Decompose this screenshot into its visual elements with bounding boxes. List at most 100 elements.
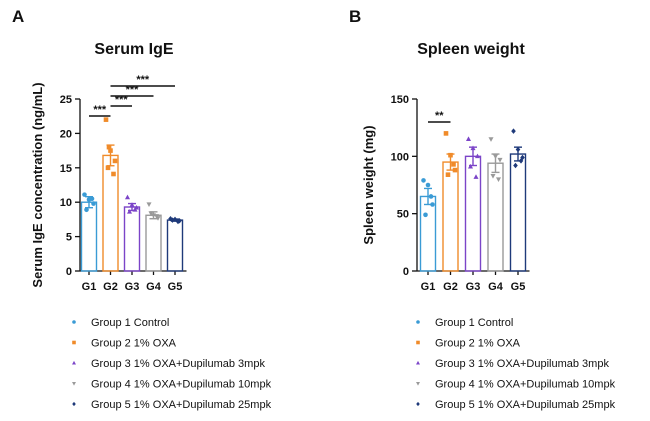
data-point: [91, 201, 96, 206]
data-point: [170, 217, 175, 223]
x-tick-label: G5: [168, 281, 183, 293]
data-point: [465, 136, 472, 141]
significance-label: ***: [93, 104, 107, 116]
legend-marker: [72, 401, 76, 407]
data-point: [497, 157, 503, 163]
data-point: [490, 173, 496, 179]
data-point: [421, 178, 426, 183]
x-tick-label: G3: [466, 281, 481, 293]
y-axis-title: Serum IgE concentration (ng/mL): [30, 82, 45, 287]
data-point: [520, 154, 525, 161]
data-point: [111, 171, 116, 177]
data-point: [467, 163, 474, 169]
legend-marker: [416, 320, 420, 324]
data-point: [430, 202, 435, 207]
chart-panel-a: A Serum IgE Serum IgE concentration (ng/mL…: [12, 7, 187, 293]
legend-label: Group 3 1% OXA+Dupilumab 3mpk: [435, 358, 609, 370]
legend-marker: [72, 360, 76, 365]
y-tick-label: 0: [403, 266, 409, 278]
data-point: [474, 153, 481, 159]
y-tick-label: 20: [60, 128, 72, 140]
data-point: [518, 158, 524, 164]
x-tick-label: G3: [125, 281, 140, 293]
data-point: [488, 137, 494, 142]
x-tick-label: G4: [488, 281, 504, 293]
data-point: [106, 144, 112, 150]
significance-label: ***: [136, 74, 150, 86]
legend-label: Group 5 1% OXA+Dupilumab 25mpk: [435, 399, 616, 411]
data-point: [175, 218, 181, 225]
data-point: [126, 209, 133, 214]
bar: [419, 195, 437, 272]
legend-label: Group 4 1% OXA+Dupilumab 10mpk: [435, 379, 616, 391]
legend-marker: [72, 382, 76, 386]
legend-a: Group 1 Control Group 2 1% OXA Group 3 1% …: [72, 317, 272, 411]
panel-letter: B: [349, 7, 361, 26]
data-point: [473, 174, 479, 179]
legend-label: Group 2 1% OXA: [435, 338, 521, 350]
data-point: [423, 212, 428, 218]
data-point: [492, 154, 499, 160]
y-tick-label: 25: [60, 94, 72, 106]
data-point: [146, 202, 152, 208]
significance-label: **: [435, 110, 444, 122]
data-point: [452, 167, 458, 173]
x-tick-label: G5: [511, 281, 526, 293]
data-point: [112, 158, 118, 164]
y-tick-label: 100: [391, 151, 409, 163]
data-point: [495, 177, 502, 183]
chart-title: Spleen weight: [417, 41, 525, 58]
bar: [80, 201, 98, 272]
data-point: [129, 202, 135, 207]
data-point: [511, 128, 516, 134]
x-tick-label: G1: [421, 281, 436, 293]
x-tick-label: G1: [82, 281, 97, 293]
data-point: [153, 214, 160, 219]
y-tick-label: 5: [66, 232, 72, 244]
y-tick-label: 0: [66, 266, 72, 278]
bar: [442, 161, 459, 272]
y-tick-label: 15: [60, 163, 72, 175]
x-tick-label: G2: [443, 281, 458, 293]
data-point: [451, 162, 456, 167]
data-point: [448, 152, 453, 158]
data-point: [425, 182, 431, 188]
data-point: [103, 117, 109, 122]
data-point: [443, 131, 449, 136]
legend-label: Group 4 1% OXA+Dupilumab 10mpk: [91, 379, 272, 391]
data-point: [132, 207, 138, 212]
data-point: [148, 211, 154, 216]
legend-marker: [416, 340, 420, 345]
bar: [166, 219, 184, 272]
significance-label: ***: [115, 94, 129, 106]
data-point: [84, 207, 89, 213]
data-point: [515, 146, 521, 153]
data-point: [445, 172, 451, 177]
y-tick-label: 50: [397, 209, 409, 221]
data-point: [89, 196, 95, 202]
y-axis-title: Spleen weight (mg): [361, 125, 376, 244]
bar: [464, 155, 482, 272]
data-point: [513, 162, 518, 169]
legend-label: Group 3 1% OXA+Dupilumab 3mpk: [91, 358, 265, 370]
legend-label: Group 5 1% OXA+Dupilumab 25mpk: [91, 399, 272, 411]
data-point: [470, 145, 476, 151]
bar: [487, 162, 504, 272]
legend-marker: [72, 320, 76, 324]
data-point: [108, 148, 113, 153]
legend-marker: [416, 360, 420, 365]
chart-panel-b: B Spleen weight Spleen weight (mg) 0 50 100 15…: [349, 7, 530, 293]
data-point: [82, 192, 87, 197]
legend-label: Group 2 1% OXA: [91, 338, 177, 350]
bar: [509, 153, 527, 272]
y-tick-label: 150: [391, 94, 409, 106]
bar: [123, 206, 141, 272]
x-tick-label: G4: [146, 281, 162, 293]
legend-label: Group 1 Control: [435, 317, 513, 329]
legend-b: Group 1 Control Group 2 1% OXA Group 3 1% …: [416, 317, 616, 411]
y-tick-label: 10: [60, 197, 72, 209]
legend-marker: [416, 401, 420, 407]
legend-label: Group 1 Control: [91, 317, 169, 329]
data-point: [124, 194, 131, 200]
